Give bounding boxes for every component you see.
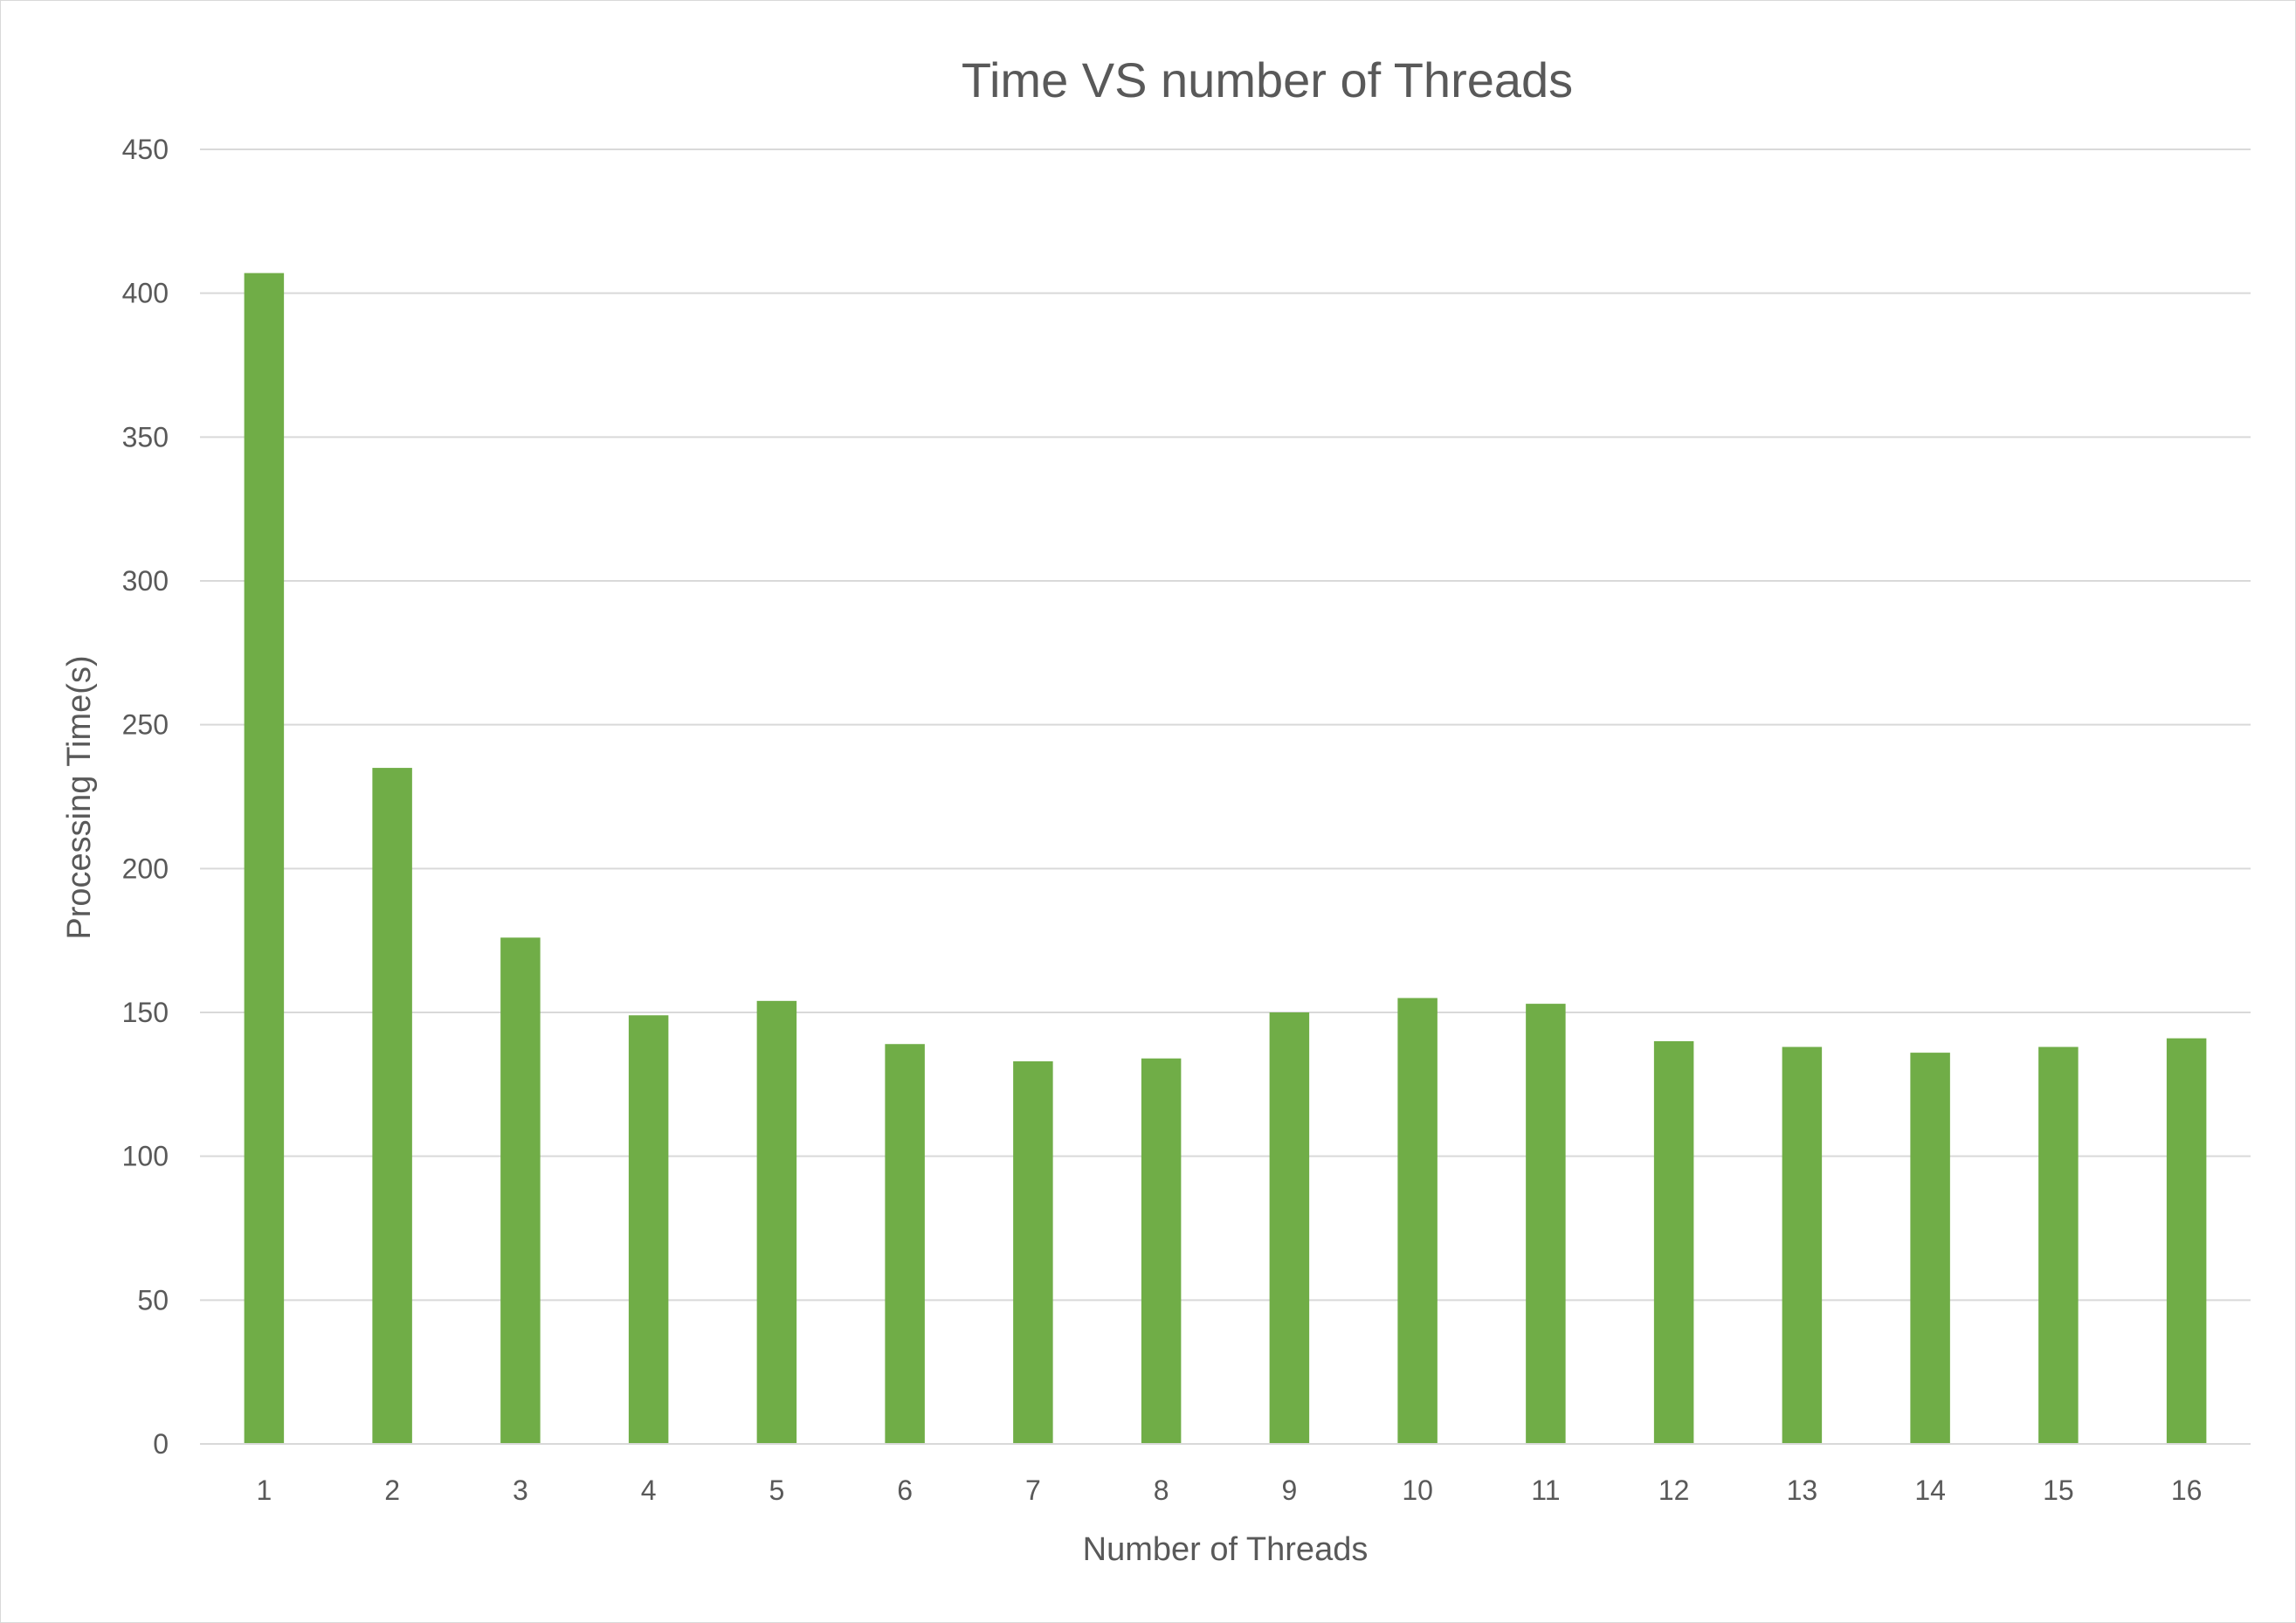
x-tick-label: 14 <box>1914 1475 1946 1506</box>
x-tick-label: 2 <box>384 1475 400 1506</box>
y-tick-label: 0 <box>153 1428 169 1460</box>
bar-5 <box>756 1000 797 1444</box>
y-tick-label: 100 <box>122 1141 169 1172</box>
x-tick-label: 11 <box>1531 1475 1560 1506</box>
bar-series <box>244 273 2207 1444</box>
bar-8 <box>1141 1058 1182 1444</box>
bar-9 <box>1269 1012 1310 1444</box>
x-tick-label: 9 <box>1281 1475 1297 1506</box>
bar-13 <box>1782 1046 1823 1444</box>
x-tick-label: 15 <box>2043 1475 2074 1506</box>
bar-7 <box>1013 1060 1053 1444</box>
y-axis-tick-labels: 0 50 100 150 200 250 300 350 400 450 <box>122 134 169 1460</box>
x-tick-label: 12 <box>1658 1475 1690 1506</box>
x-tick-label: 10 <box>1402 1475 1433 1506</box>
bar-16 <box>2166 1038 2207 1444</box>
y-tick-label: 350 <box>122 421 169 452</box>
x-tick-label: 7 <box>1025 1475 1041 1506</box>
x-tick-label: 1 <box>256 1475 272 1506</box>
bar-14 <box>1910 1053 1950 1444</box>
bar-2 <box>372 768 412 1444</box>
y-tick-label: 450 <box>122 134 169 165</box>
y-tick-label: 150 <box>122 997 169 1028</box>
x-axis-tick-labels: 1 2 3 4 5 6 7 8 9 10 11 12 13 14 15 16 <box>256 1475 2202 1506</box>
gridlines <box>200 148 2251 1302</box>
y-tick-label: 200 <box>122 853 169 884</box>
x-tick-label: 8 <box>1154 1475 1169 1506</box>
bar-11 <box>1526 1004 1566 1444</box>
chart-title: Time VS number of Threads <box>962 52 1573 107</box>
x-axis-title: Number of Threads <box>1083 1531 1369 1568</box>
x-tick-label: 5 <box>769 1475 784 1506</box>
bar-15 <box>2038 1046 2079 1444</box>
x-tick-label: 13 <box>1787 1475 1818 1506</box>
bar-6 <box>885 1044 925 1444</box>
y-tick-label: 50 <box>137 1284 169 1316</box>
bar-3 <box>500 937 541 1444</box>
bar-12 <box>1653 1040 1694 1444</box>
x-tick-label: 3 <box>513 1475 528 1506</box>
x-tick-label: 16 <box>2171 1475 2203 1506</box>
y-tick-label: 300 <box>122 565 169 597</box>
x-tick-label: 6 <box>897 1475 913 1506</box>
y-tick-label: 400 <box>122 278 169 309</box>
x-tick-label: 4 <box>641 1475 657 1506</box>
y-axis-title: Processing Time(s) <box>61 655 98 939</box>
bar-4 <box>628 1015 669 1444</box>
bar-1 <box>244 273 285 1444</box>
bar-10 <box>1397 998 1438 1444</box>
y-tick-label: 250 <box>122 709 169 741</box>
